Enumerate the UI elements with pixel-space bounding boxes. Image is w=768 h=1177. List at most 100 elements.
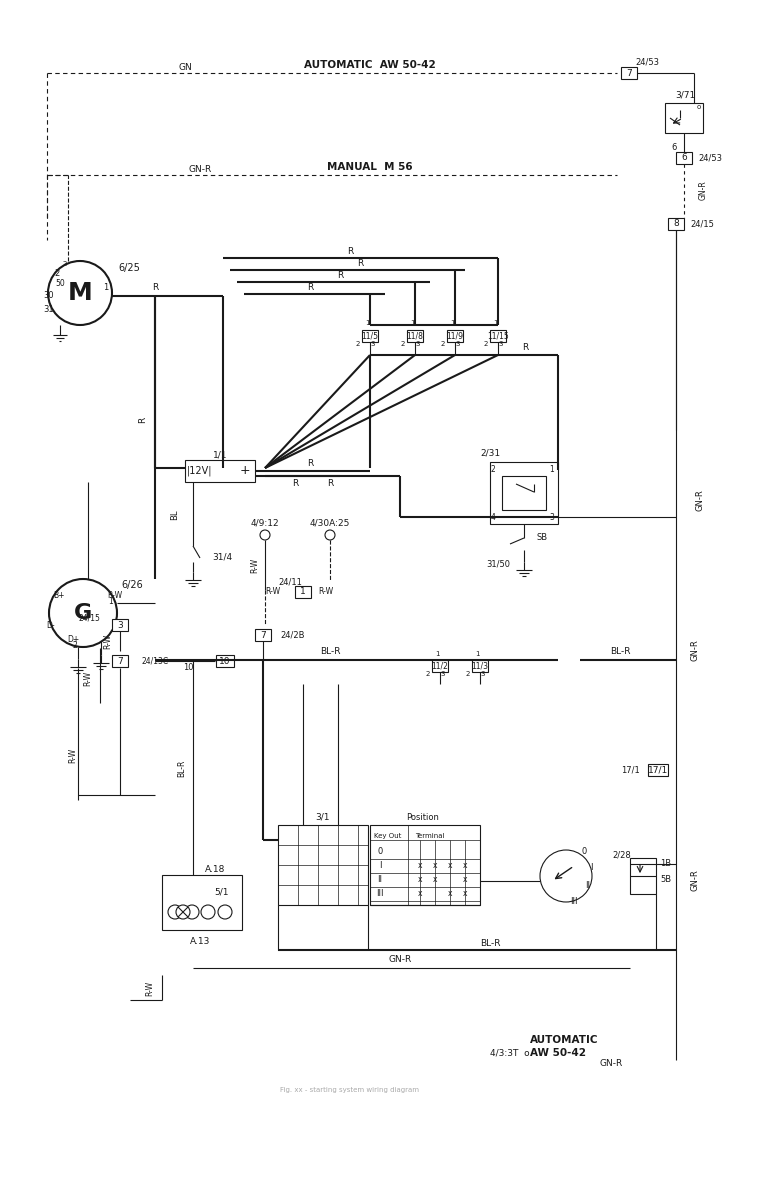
Text: 10: 10 bbox=[183, 664, 194, 672]
Text: 24/15: 24/15 bbox=[690, 219, 714, 228]
Text: 3/1: 3/1 bbox=[316, 812, 330, 822]
Text: R-W: R-W bbox=[104, 633, 112, 649]
Text: 6: 6 bbox=[672, 144, 677, 153]
Circle shape bbox=[260, 530, 270, 540]
Text: x: x bbox=[463, 876, 467, 884]
Text: GN-R: GN-R bbox=[699, 180, 707, 200]
Text: R-W: R-W bbox=[266, 587, 280, 597]
Text: 2: 2 bbox=[55, 268, 60, 278]
Text: 30: 30 bbox=[43, 292, 54, 300]
Text: 3: 3 bbox=[371, 341, 376, 347]
Text: R: R bbox=[152, 284, 158, 293]
Text: R-W: R-W bbox=[145, 980, 154, 996]
Text: 2: 2 bbox=[491, 465, 495, 474]
Text: AUTOMATIC: AUTOMATIC bbox=[530, 1035, 598, 1045]
Text: x: x bbox=[448, 862, 452, 871]
Bar bbox=[295, 586, 311, 598]
Bar bbox=[216, 654, 234, 667]
Bar bbox=[676, 152, 692, 164]
Text: GN-R: GN-R bbox=[690, 869, 700, 891]
Text: GN-R: GN-R bbox=[188, 166, 212, 174]
Text: 1/1: 1/1 bbox=[213, 451, 227, 459]
Bar bbox=[112, 654, 128, 667]
Text: Key Out: Key Out bbox=[374, 833, 402, 839]
Text: o: o bbox=[697, 104, 701, 109]
Text: R: R bbox=[307, 459, 313, 468]
Text: 50: 50 bbox=[55, 279, 65, 287]
Text: 1: 1 bbox=[435, 651, 439, 657]
Bar bbox=[447, 330, 463, 343]
Text: R: R bbox=[347, 246, 353, 255]
Text: R: R bbox=[522, 344, 528, 352]
Text: GN-R: GN-R bbox=[600, 1058, 624, 1068]
Circle shape bbox=[540, 850, 592, 902]
Text: 3: 3 bbox=[455, 341, 460, 347]
Text: D-: D- bbox=[46, 620, 55, 630]
Text: R: R bbox=[337, 271, 343, 279]
Text: R: R bbox=[327, 479, 333, 488]
Text: SB: SB bbox=[536, 533, 548, 543]
Bar bbox=[370, 825, 480, 905]
Circle shape bbox=[168, 905, 182, 919]
Circle shape bbox=[176, 905, 190, 919]
Text: GN-R: GN-R bbox=[696, 490, 704, 511]
Text: 3: 3 bbox=[118, 620, 123, 630]
Text: BL-R: BL-R bbox=[319, 647, 340, 657]
Text: Position: Position bbox=[406, 813, 439, 823]
Text: 3: 3 bbox=[441, 671, 445, 677]
Text: B+: B+ bbox=[54, 591, 65, 599]
Text: 5/1: 5/1 bbox=[215, 887, 230, 897]
Text: 1: 1 bbox=[365, 320, 369, 326]
Text: |12V|: |12V| bbox=[187, 466, 213, 477]
Bar bbox=[362, 330, 378, 343]
Text: x: x bbox=[432, 876, 437, 884]
Text: 1: 1 bbox=[300, 587, 306, 597]
Text: 2: 2 bbox=[73, 640, 78, 650]
Text: x: x bbox=[448, 890, 452, 898]
Bar bbox=[630, 858, 656, 895]
Circle shape bbox=[185, 905, 199, 919]
Text: I: I bbox=[590, 864, 592, 872]
Text: 6/25: 6/25 bbox=[118, 262, 140, 273]
Text: 2/28: 2/28 bbox=[613, 851, 631, 859]
Text: 1B: 1B bbox=[660, 859, 671, 869]
Text: 3: 3 bbox=[550, 512, 554, 521]
Text: 1: 1 bbox=[410, 320, 414, 326]
Text: 10: 10 bbox=[219, 657, 230, 665]
Text: 31: 31 bbox=[43, 305, 54, 313]
Text: 2/31: 2/31 bbox=[480, 448, 500, 458]
Bar bbox=[621, 67, 637, 79]
Text: 11/2: 11/2 bbox=[432, 661, 449, 671]
Text: 7: 7 bbox=[260, 631, 266, 639]
Bar bbox=[278, 825, 368, 905]
Text: 4/30A:25: 4/30A:25 bbox=[310, 519, 350, 527]
Text: GN: GN bbox=[178, 64, 192, 73]
Text: 4/9:12: 4/9:12 bbox=[250, 519, 280, 527]
Text: 2: 2 bbox=[401, 341, 406, 347]
Text: D+: D+ bbox=[67, 634, 79, 644]
Text: R-W: R-W bbox=[318, 587, 333, 597]
Text: R: R bbox=[307, 282, 313, 292]
Text: 24/15: 24/15 bbox=[78, 613, 100, 623]
Text: A.13: A.13 bbox=[190, 938, 210, 946]
Text: 11/3: 11/3 bbox=[472, 661, 488, 671]
Text: 3: 3 bbox=[498, 341, 503, 347]
Text: 24/13C: 24/13C bbox=[142, 657, 169, 665]
Text: 6/26: 6/26 bbox=[121, 580, 143, 590]
Text: 1: 1 bbox=[450, 320, 454, 326]
Text: x: x bbox=[418, 890, 422, 898]
Text: 31/4: 31/4 bbox=[212, 552, 232, 561]
Text: II: II bbox=[378, 876, 382, 884]
Bar bbox=[490, 463, 558, 524]
Text: 3: 3 bbox=[415, 341, 420, 347]
Text: 0: 0 bbox=[377, 847, 382, 857]
Text: 24/2B: 24/2B bbox=[280, 631, 304, 639]
Text: 2: 2 bbox=[63, 261, 67, 267]
Bar bbox=[490, 330, 506, 343]
Text: 2: 2 bbox=[441, 341, 445, 347]
Text: Terminal: Terminal bbox=[415, 833, 445, 839]
Text: BL-R: BL-R bbox=[177, 759, 187, 777]
Text: 5B: 5B bbox=[660, 876, 671, 884]
Text: 4: 4 bbox=[491, 512, 495, 521]
Text: 11/15: 11/15 bbox=[487, 332, 509, 340]
